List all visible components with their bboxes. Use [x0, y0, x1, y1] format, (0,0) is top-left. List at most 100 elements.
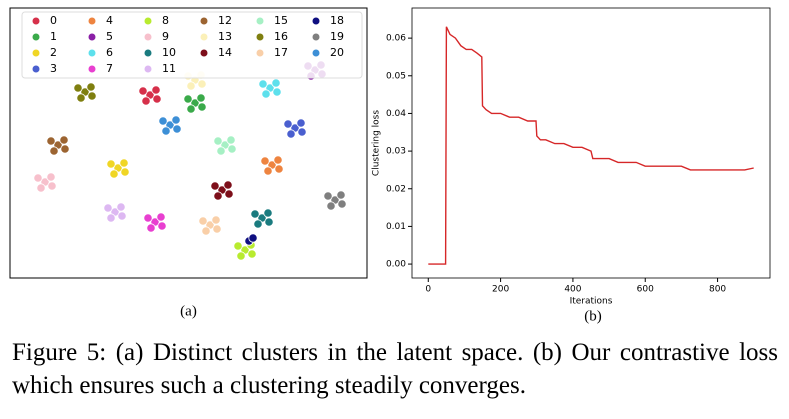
point: [60, 144, 70, 154]
point: [323, 191, 333, 201]
point: [233, 241, 243, 251]
legend-marker: [200, 49, 208, 57]
legend-label: 15: [274, 14, 288, 27]
legend-marker: [312, 33, 320, 41]
legend-label: 2: [50, 46, 57, 59]
point: [146, 223, 156, 233]
point: [223, 180, 233, 190]
legend-marker: [144, 65, 152, 73]
point: [260, 156, 270, 166]
point: [197, 102, 207, 112]
point: [224, 189, 234, 199]
legend-marker: [144, 33, 152, 41]
legend-label: 19: [330, 30, 344, 43]
loss-line: [428, 26, 754, 265]
point: [120, 167, 130, 177]
point: [197, 79, 207, 89]
point: [157, 221, 167, 231]
point: [186, 81, 196, 91]
legend-label: 7: [106, 62, 113, 75]
legend-label: 11: [162, 62, 176, 75]
y-tick-label: 0.03: [386, 147, 406, 157]
point: [263, 208, 273, 218]
point: [156, 212, 166, 222]
point: [186, 104, 196, 114]
point: [226, 135, 236, 145]
panel-label: (a): [180, 303, 197, 319]
legend-label: 13: [218, 30, 232, 43]
legend-label: 0: [50, 14, 57, 27]
point: [272, 87, 282, 97]
point: [216, 146, 226, 156]
legend-label: 12: [218, 14, 232, 27]
point: [103, 203, 113, 213]
point: [143, 213, 153, 223]
point: [326, 201, 336, 211]
legend-marker: [256, 17, 264, 25]
point: [211, 215, 221, 225]
y-tick-label: 0.02: [386, 184, 406, 194]
legend-marker: [88, 49, 96, 57]
point: [297, 127, 307, 137]
point: [227, 144, 237, 154]
point: [247, 249, 257, 259]
point: [33, 173, 43, 183]
point: [198, 216, 208, 226]
point: [171, 115, 181, 125]
point: [253, 219, 263, 229]
legend-label: 1: [50, 30, 57, 43]
point: [59, 135, 69, 145]
point: [46, 172, 56, 182]
legend-marker: [32, 17, 40, 25]
point: [264, 217, 274, 227]
point: [196, 93, 206, 103]
point: [336, 190, 346, 200]
y-tick-label: 0.06: [386, 34, 406, 44]
legend-label: 8: [162, 14, 169, 27]
point: [87, 91, 97, 101]
legend-marker: [32, 65, 40, 73]
point: [201, 226, 211, 236]
point: [172, 124, 182, 134]
y-axis-label: Clustering loss: [372, 110, 382, 176]
point: [273, 155, 283, 165]
legend-marker: [88, 17, 96, 25]
legend-marker: [312, 17, 320, 25]
legend-label: 20: [330, 46, 344, 59]
legend-marker: [312, 49, 320, 57]
point: [73, 83, 83, 93]
point: [117, 211, 127, 221]
point: [212, 224, 222, 234]
point: [109, 169, 119, 179]
legend-label: 9: [162, 30, 169, 43]
x-tick-label: 600: [637, 285, 654, 295]
point: [151, 85, 161, 95]
legend-marker: [256, 49, 264, 57]
legend-label: 10: [162, 46, 176, 59]
legend-label: 4: [106, 14, 113, 27]
point: [116, 202, 126, 212]
x-tick-label: 0: [425, 285, 431, 295]
point: [161, 126, 171, 136]
legend-label: 14: [218, 46, 232, 59]
x-tick-label: 800: [709, 285, 726, 295]
point: [36, 183, 46, 193]
legend-marker: [144, 49, 152, 57]
legend-label: 5: [106, 30, 113, 43]
point: [138, 86, 148, 96]
panel-label: (b): [584, 308, 602, 324]
point: [106, 159, 116, 169]
legend-marker: [144, 17, 152, 25]
point: [86, 82, 96, 92]
point: [213, 191, 223, 201]
y-tick-label: 0.05: [386, 71, 406, 81]
point: [49, 146, 59, 156]
legend-marker: [88, 33, 96, 41]
point: [236, 251, 246, 261]
point: [250, 209, 260, 219]
point: [261, 89, 271, 99]
point: [119, 158, 129, 168]
point: [152, 94, 162, 104]
x-tick-label: 400: [564, 285, 581, 295]
